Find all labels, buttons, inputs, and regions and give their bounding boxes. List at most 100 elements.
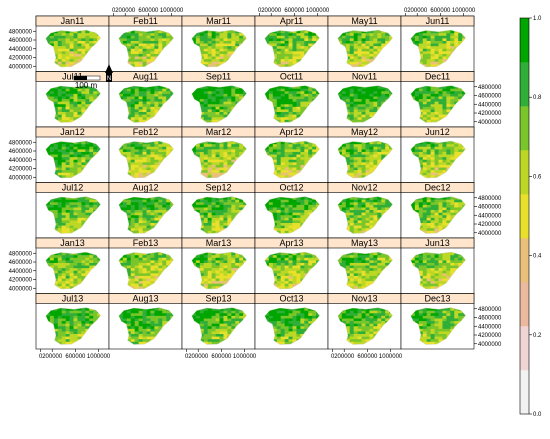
raster-cell [154, 38, 159, 42]
raster-cell [442, 104, 447, 108]
raster-cell [284, 33, 289, 37]
raster-cell [203, 154, 208, 158]
raster-cell [73, 33, 78, 37]
raster-cell [304, 149, 309, 153]
raster-cell [195, 91, 201, 95]
raster-cell [142, 96, 147, 100]
raster-cell [73, 217, 78, 221]
raster-cell [235, 154, 240, 158]
raster-cell [61, 99, 66, 102]
raster-cell [195, 38, 201, 42]
raster-cell [53, 117, 59, 121]
raster-cell [365, 38, 370, 42]
raster-cell [280, 157, 285, 161]
raster-cell [53, 61, 59, 65]
raster-cell [438, 88, 443, 92]
raster-cell [361, 30, 366, 34]
raster-cell [85, 197, 90, 200]
raster-cell [235, 149, 240, 153]
raster-cell [361, 53, 366, 57]
raster-cell [308, 91, 313, 95]
raster-cell [385, 88, 390, 92]
raster-cell [381, 154, 386, 158]
raster-cell [300, 88, 305, 92]
raster-cell [280, 114, 285, 118]
raster-cell [438, 46, 443, 50]
raster-cell [154, 96, 159, 100]
raster-cell [239, 35, 244, 39]
raster-cell [430, 33, 435, 37]
raster-cell [280, 51, 285, 55]
raster-cell [215, 43, 220, 47]
raster-cell [138, 96, 143, 100]
raster-cell [211, 112, 216, 115]
raster-cell [81, 149, 86, 153]
raster-cell [357, 91, 362, 95]
raster-cell [418, 88, 424, 92]
raster-cell [134, 112, 139, 115]
raster-cell [203, 43, 208, 47]
raster-cell [304, 99, 309, 102]
raster-cell [73, 53, 78, 57]
raster-cell [280, 119, 285, 123]
raster-cell [89, 141, 94, 145]
raster-cell [57, 164, 62, 168]
raster-cell [166, 144, 171, 148]
raster-cell [150, 35, 155, 39]
raster-cell [369, 149, 374, 153]
raster-cell [284, 40, 289, 44]
raster-cell [288, 144, 293, 148]
raster-cell [300, 151, 305, 155]
raster-cell [57, 141, 62, 145]
raster-cell [385, 146, 390, 150]
raster-cell [369, 146, 374, 150]
panel-aug12: Aug12 [108, 182, 183, 239]
raster-cell [361, 141, 366, 145]
raster-cell [61, 210, 66, 213]
raster-cell [280, 91, 285, 95]
raster-cell [369, 104, 374, 108]
raster-cell [49, 144, 55, 148]
raster-cell [158, 101, 163, 105]
raster-cell [442, 33, 447, 37]
raster-cell [373, 53, 378, 57]
raster-cell [126, 106, 132, 110]
raster-cell [146, 99, 151, 102]
raster-cell [69, 157, 74, 161]
raster-cell [134, 48, 139, 52]
raster-cell [73, 167, 78, 171]
raster-cell [410, 38, 416, 42]
raster-cell [349, 119, 354, 123]
raster-cell [211, 46, 216, 50]
raster-cell [365, 59, 370, 63]
raster-cell [61, 38, 66, 42]
raster-cell [422, 33, 427, 37]
raster-cell [296, 164, 301, 168]
raster-cell [215, 167, 220, 171]
raster-cell [280, 159, 285, 163]
raster-cell [300, 157, 305, 161]
raster-cell [223, 101, 228, 105]
raster-cell [85, 96, 90, 100]
raster-cell [361, 162, 366, 166]
raster-cell [199, 48, 205, 52]
raster-cell [345, 40, 351, 44]
raster-cell [53, 106, 59, 110]
raster-cell [146, 53, 151, 57]
raster-cell [385, 149, 390, 153]
raster-cell [219, 43, 224, 47]
raster-cell [292, 46, 297, 50]
raster-cell [126, 61, 132, 65]
raster-cell [280, 88, 285, 92]
raster-cell [369, 157, 374, 161]
raster-cell [288, 43, 293, 47]
raster-cell [300, 99, 305, 102]
raster-cell [369, 151, 374, 155]
raster-cell [365, 157, 370, 161]
raster-cell [426, 106, 431, 110]
raster-cell [284, 149, 289, 153]
raster-cell [215, 159, 220, 163]
raster-cell [446, 144, 451, 148]
raster-cell [69, 164, 74, 168]
raster-cell [65, 204, 70, 208]
